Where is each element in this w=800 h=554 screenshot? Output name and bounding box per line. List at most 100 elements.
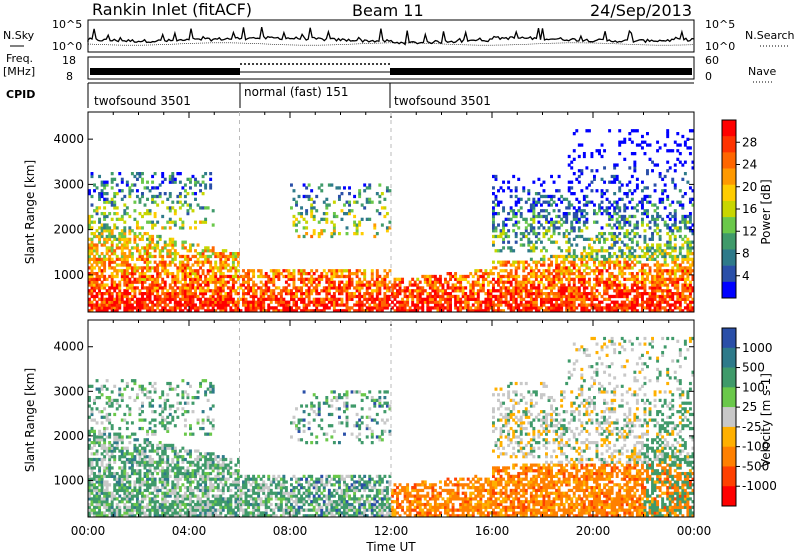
heatmap-cell [691,269,695,273]
heatmap-cell [527,289,531,293]
heatmap-cell [138,174,142,179]
heatmap-cell [234,252,238,256]
heatmap-cell [396,283,399,287]
heatmap-cell [123,229,127,233]
heatmap-cell [100,483,104,487]
heatmap-cell [630,197,634,201]
heatmap-cell [383,297,387,301]
heatmap-cell [623,243,627,247]
heatmap-cell [196,260,200,264]
heatmap-cell [166,243,170,247]
heatmap-cell [307,280,311,284]
heatmap-cell [229,309,233,313]
heatmap-cell [269,289,273,293]
heatmap-cell [171,200,175,204]
heatmap-cell [630,289,634,293]
heatmap-cell [653,249,657,253]
heatmap-cell [103,415,107,419]
heatmap-cell [507,292,511,296]
heatmap-cell [648,303,652,307]
heatmap-cell [426,274,430,279]
heatmap-cell [385,294,389,299]
heatmap-cell [658,249,662,253]
heatmap-cell [295,223,298,227]
heatmap-cell [691,160,695,164]
heatmap-cell [625,220,629,224]
heatmap-cell [305,186,309,190]
heatmap-cell [88,292,91,296]
heatmap-cell [297,277,301,281]
heatmap-cell [206,249,210,253]
heatmap-cell [216,254,220,259]
heatmap-cell [360,217,364,221]
heatmap-cell [663,257,667,261]
heatmap-cell [539,292,543,296]
heatmap-cell [110,306,114,310]
heatmap-cell [196,294,200,299]
heatmap-cell [691,197,695,201]
heatmap-cell [322,229,326,233]
heatmap-cell [103,243,107,247]
heatmap-cell [130,286,134,290]
heatmap-cell [98,254,102,259]
heatmap-cell [656,140,660,144]
heatmap-cell [125,180,129,184]
heatmap-cell [110,243,114,247]
heatmap-cell [577,174,581,179]
heatmap-cell [575,129,579,133]
heatmap-cell [133,508,137,512]
heatmap-cell [138,309,142,313]
heatmap-cell [466,300,470,304]
heatmap-cell [630,206,634,210]
heatmap-cell [502,274,506,279]
heatmap-cell [668,246,672,250]
heatmap-cell [320,309,324,313]
heatmap-cell [189,283,192,287]
heatmap-cell [577,180,581,184]
heatmap-cell [383,303,387,307]
heatmap-cell [327,289,331,293]
heatmap-cell [108,432,112,436]
nsky-trace [87,26,695,46]
heatmap-cell [348,274,351,279]
heatmap-cell [608,246,612,250]
heatmap-cell [183,286,187,290]
heatmap-cell [613,294,617,299]
cpid-segment-1: twofsound 3501 [94,94,191,108]
heatmap-cell [224,263,228,267]
heatmap-cell [93,289,96,293]
heatmap-cell [305,294,309,299]
heatmap-cell [676,286,680,290]
heatmap-cell [590,200,594,204]
heatmap-cell [676,289,680,293]
heatmap-cell [201,289,205,293]
heatmap-cell [492,240,495,244]
heatmap-cell [449,306,452,310]
heatmap-cell [666,232,670,236]
heatmap-cell [199,277,203,281]
heatmap-cell [633,189,637,193]
heatmap-cell [620,240,624,244]
heatmap-cell [88,514,91,518]
heatmap-cell [88,246,91,250]
heatmap-cell [613,309,617,313]
heatmap-cell [681,194,685,199]
heatmap-cell [279,297,283,301]
heatmap-cell [441,286,445,290]
heatmap-cell [196,283,200,287]
heatmap-cell [98,441,102,445]
heatmap-cell [527,294,531,299]
heatmap-cell [151,289,155,293]
heatmap-cell [681,277,685,281]
heatmap-cell [534,272,538,276]
heatmap-cell [148,277,152,281]
heatmap-cell [231,277,235,281]
heatmap-cell [332,274,336,279]
heatmap-cell [550,306,553,310]
heatmap-cell [436,280,440,284]
heatmap-cell [151,283,155,287]
heatmap-cell [168,260,172,264]
heatmap-cell [113,488,117,493]
heatmap-cell [640,277,644,281]
heatmap-cell [310,309,314,313]
